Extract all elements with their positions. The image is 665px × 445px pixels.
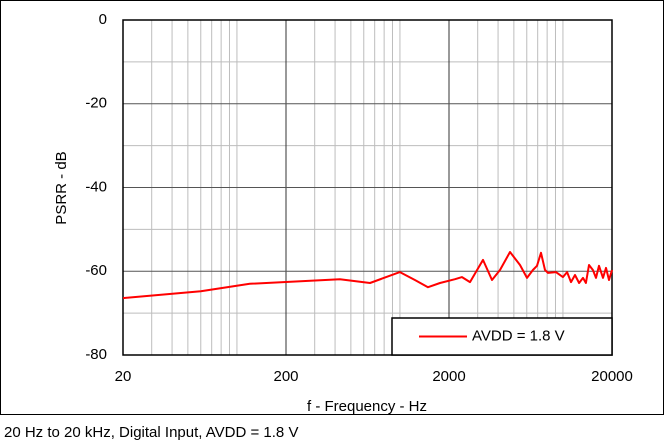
x-tick-label: 20000 (591, 368, 633, 385)
plot-frame (122, 19, 613, 356)
y-tick-label: -60 (85, 262, 107, 279)
x-axis-label: f - Frequency - Hz (307, 398, 427, 415)
y-tick-label: -40 (85, 178, 107, 195)
line-series (122, 251, 613, 300)
x-tick-label: 2000 (432, 368, 465, 385)
y-tick-label: 0 (99, 11, 107, 28)
chart-frame (0, 0, 664, 415)
legend-label: AVDD = 1.8 V (472, 327, 565, 344)
caption: 20 Hz to 20 kHz, Digital Input, AVDD = 1… (4, 424, 298, 441)
y-tick-label: -20 (85, 95, 107, 112)
x-tick-label: 20 (115, 368, 132, 385)
x-tick-label: 200 (273, 368, 298, 385)
y-tick-label: -80 (85, 346, 107, 363)
y-axis-label: PSRR - dB (53, 151, 70, 224)
